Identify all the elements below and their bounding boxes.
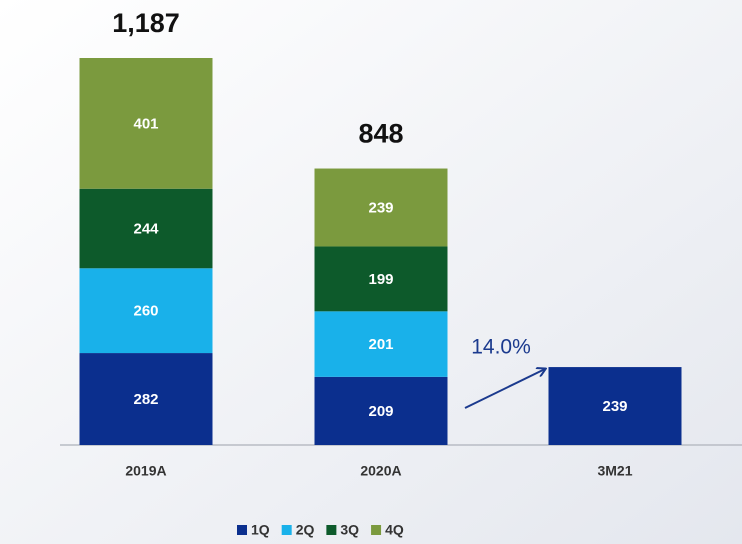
bar-segment — [548, 367, 682, 445]
value-label: 239 — [602, 398, 627, 415]
bar-segment — [79, 58, 213, 189]
bar-segment — [79, 353, 213, 445]
value-label: 401 — [133, 115, 158, 132]
legend-swatch — [326, 525, 337, 535]
value-label: 260 — [133, 303, 158, 320]
total-label: 1,187 — [112, 8, 180, 38]
growth-arrow — [464, 369, 545, 409]
legend-swatch — [237, 525, 247, 535]
value-label: 282 — [133, 391, 158, 408]
bar-segment — [314, 311, 448, 377]
x-tick-label: 3M21 — [597, 463, 632, 479]
value-label: 244 — [133, 220, 159, 237]
value-label: 199 — [368, 271, 393, 288]
x-tick-label: 2020A — [360, 463, 401, 479]
value-label: 201 — [368, 336, 393, 353]
bar-segment — [314, 168, 448, 247]
annotation: 14.0% — [471, 336, 531, 359]
value-label: 239 — [368, 199, 393, 216]
bar-segment — [314, 376, 448, 445]
bar-segment — [79, 268, 213, 354]
legend-swatch — [281, 525, 292, 535]
bar-segment — [314, 246, 448, 312]
value-label: 209 — [368, 403, 393, 420]
legend-swatch — [371, 525, 382, 535]
bar-segment — [79, 188, 213, 269]
legend-label: 4Q — [385, 522, 404, 538]
x-tick-label: 2019A — [125, 463, 166, 479]
legend-label: 2Q — [296, 522, 315, 538]
legend-label: 3Q — [340, 522, 359, 538]
total-label: 848 — [358, 119, 403, 149]
legend-label: 1Q — [251, 522, 270, 538]
